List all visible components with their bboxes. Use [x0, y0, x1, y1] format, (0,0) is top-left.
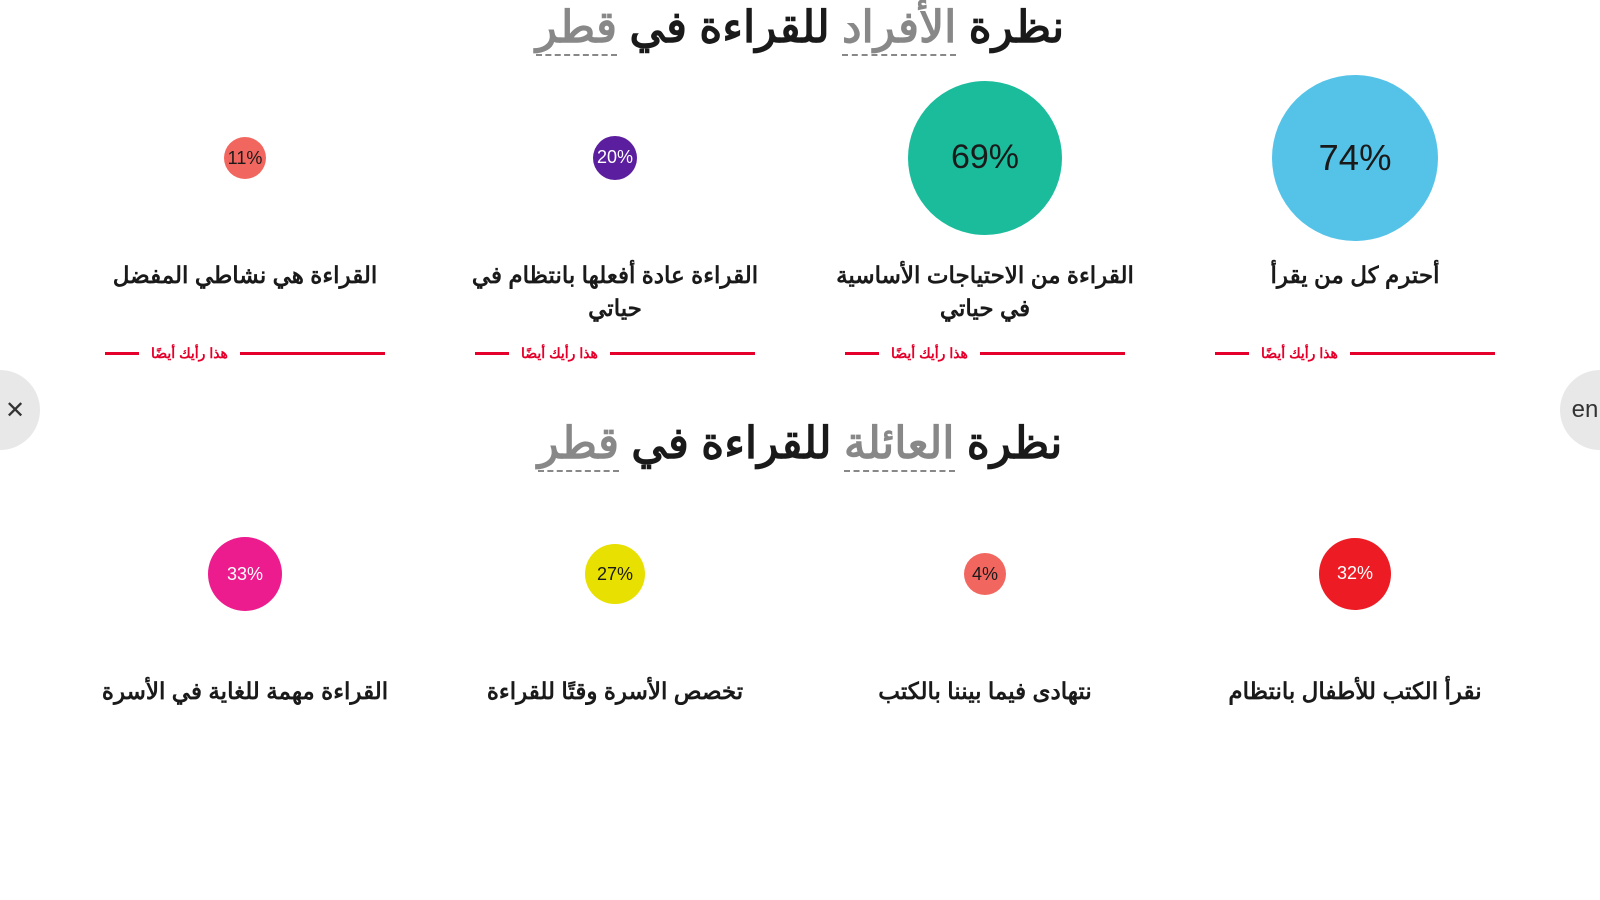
title-pre: نظرة [955, 419, 1063, 468]
bubble-item: 27% تخصص الأسرة وقتًا للقراءة [450, 489, 780, 743]
bubble-item: 20% القراءة عادة أفعلها بانتظام في حياتي ه… [450, 73, 780, 362]
opinion-text: هذا رأيك أيضًا [1261, 345, 1338, 362]
title-mid: للقراءة في [617, 3, 842, 52]
bubble-label: القراءة عادة أفعلها بانتظام في حياتي [450, 259, 780, 327]
divider-line [105, 352, 139, 355]
bubble-label: القراءة من الاحتياجات الأساسية في حياتي [820, 259, 1150, 327]
divider-line [1215, 352, 1249, 355]
divider-line [475, 352, 509, 355]
title-country[interactable]: قطر [538, 419, 619, 472]
bubble-item: 74% أحترم كل من يقرأ هذا رأيك أيضًا [1190, 73, 1520, 362]
opinion-link[interactable]: هذا رأيك أيضًا [845, 345, 1125, 362]
stat-bubble[interactable]: 11% [224, 137, 266, 179]
title-pre: نظرة [956, 3, 1064, 52]
bubble-label: تخصص الأسرة وقتًا للقراءة [487, 675, 743, 743]
bubble-label: القراءة مهمة للغاية في الأسرة [102, 675, 388, 743]
bubble-label: نقرأ الكتب للأطفال بانتظام [1228, 675, 1481, 743]
divider-line [610, 352, 755, 355]
section-individuals: نظرة الأفراد للقراءة في قطر 74% أحترم كل … [0, 0, 1600, 362]
opinion-text: هذا رأيك أيضًا [151, 345, 228, 362]
bubble-item: 11% القراءة هي نشاطي المفضل هذا رأيك أيضًا [80, 73, 410, 362]
section-title-individuals: نظرة الأفراد للقراءة في قطر [0, 2, 1600, 53]
bubble-label: القراءة هي نشاطي المفضل [113, 259, 378, 327]
bubble-wrap: 11% [224, 73, 266, 243]
stat-bubble[interactable]: 20% [593, 136, 638, 181]
title-mid: للقراءة في [619, 419, 844, 468]
bubble-wrap: 33% [208, 489, 282, 659]
bubble-wrap: 27% [585, 489, 645, 659]
stat-bubble[interactable]: 69% [908, 81, 1063, 236]
bubble-item: 69% القراءة من الاحتياجات الأساسية في حيا… [820, 73, 1150, 362]
section-title-family: نظرة العائلة للقراءة في قطر [0, 418, 1600, 469]
opinion-link[interactable]: هذا رأيك أيضًا [475, 345, 755, 362]
section-family: نظرة العائلة للقراءة في قطر 32% نقرأ الكت… [0, 418, 1600, 743]
divider-line [1350, 352, 1495, 355]
bubble-wrap: 20% [593, 73, 638, 243]
stat-bubble[interactable]: 4% [964, 553, 1006, 595]
opinion-text: هذا رأيك أيضًا [891, 345, 968, 362]
title-country[interactable]: قطر [536, 3, 617, 56]
title-highlight[interactable]: العائلة [844, 419, 955, 472]
stat-bubble[interactable]: 74% [1272, 75, 1438, 241]
bubbles-row-individuals: 74% أحترم كل من يقرأ هذا رأيك أيضًا 69% القر… [0, 73, 1600, 362]
bubble-wrap: 32% [1319, 489, 1391, 659]
bubble-item: 4% نتهادى فيما بيننا بالكتب [820, 489, 1150, 743]
bubble-wrap: 74% [1272, 73, 1438, 243]
opinion-link[interactable]: هذا رأيك أيضًا [105, 345, 385, 362]
bubble-wrap: 69% [908, 73, 1063, 243]
bubbles-row-family: 32% نقرأ الكتب للأطفال بانتظام 4% نتهادى في… [0, 489, 1600, 743]
divider-line [845, 352, 879, 355]
bubble-item: 32% نقرأ الكتب للأطفال بانتظام [1190, 489, 1520, 743]
divider-line [980, 352, 1125, 355]
stat-bubble[interactable]: 32% [1319, 538, 1391, 610]
opinion-text: هذا رأيك أيضًا [521, 345, 598, 362]
stat-bubble[interactable]: 27% [585, 544, 645, 604]
opinion-link[interactable]: هذا رأيك أيضًا [1215, 345, 1495, 362]
divider-line [240, 352, 385, 355]
close-icon: ✕ [5, 396, 25, 425]
stat-bubble[interactable]: 33% [208, 537, 282, 611]
bubble-item: 33% القراءة مهمة للغاية في الأسرة [80, 489, 410, 743]
bubble-label: نتهادى فيما بيننا بالكتب [878, 675, 1091, 743]
bubble-wrap: 4% [964, 489, 1006, 659]
language-label: en [1572, 396, 1599, 424]
title-highlight[interactable]: الأفراد [842, 3, 956, 56]
bubble-label: أحترم كل من يقرأ [1271, 259, 1440, 327]
